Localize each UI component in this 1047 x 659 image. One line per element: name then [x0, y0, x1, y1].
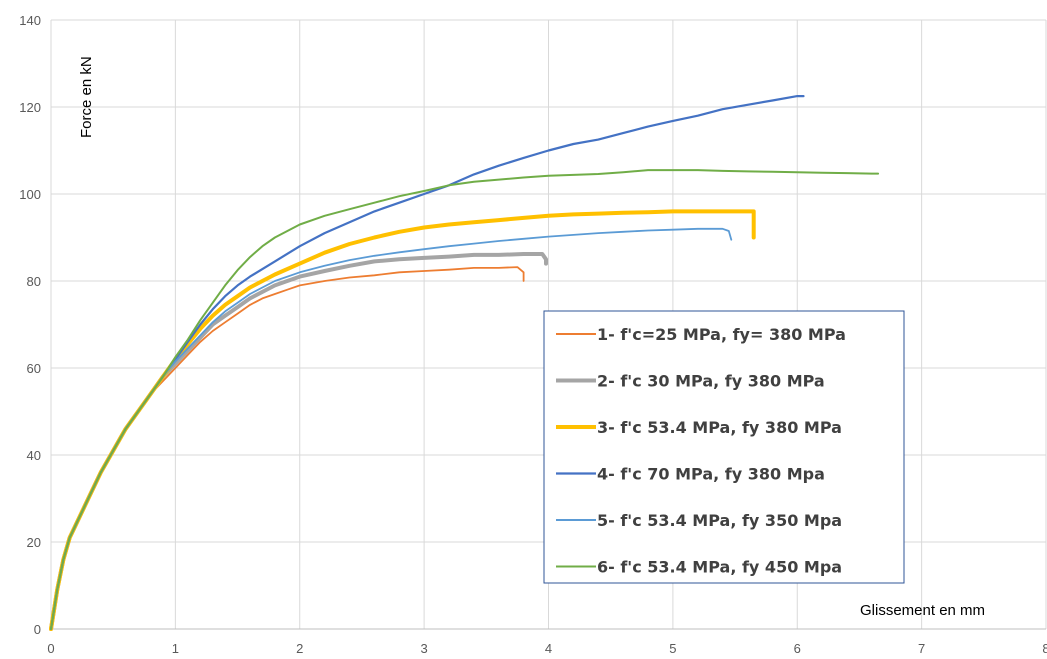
y-tick-label: 20	[27, 535, 41, 550]
tick-labels: 0 20 40 60 80 100 120 140 0 1 2 3 4 5 6 7 8	[19, 13, 1047, 656]
y-tick-label: 80	[27, 274, 41, 289]
x-axis-title: Glissement en mm	[860, 602, 985, 619]
y-tick-label: 60	[27, 361, 41, 376]
y-axis-title: Force en kN	[78, 56, 95, 138]
legend-label-4: 4- f'c 70 MPa, fy 380 Mpa	[597, 465, 825, 484]
y-tick-label: 40	[27, 448, 41, 463]
y-tick-label: 0	[34, 622, 41, 637]
legend-box	[543, 310, 905, 584]
legend-label-3: 3- f'c 53.4 MPa, fy 380 MPa	[597, 418, 842, 437]
x-tick-label: 6	[794, 641, 801, 656]
legend-items: 1- f'c=25 MPa, fy= 380 MPa 2- f'c 30 MPa,…	[556, 325, 846, 577]
series-lines	[49, 94, 880, 631]
series-line-6	[50, 169, 880, 630]
series-line-1	[50, 266, 525, 630]
y-tick-label: 100	[19, 187, 41, 202]
x-tick-label: 3	[421, 641, 428, 656]
x-tick-label: 8	[1042, 641, 1047, 656]
legend-label-5: 5- f'c 53.4 MPa, fy 350 Mpa	[597, 511, 842, 530]
x-tick-label: 7	[918, 641, 925, 656]
legend-label-2: 2- f'c 30 MPa, fy 380 MPa	[597, 372, 825, 391]
x-tick-label: 0	[47, 641, 54, 656]
x-tick-label: 4	[545, 641, 552, 656]
legend: 1- f'c=25 MPa, fy= 380 MPa 2- f'c 30 MPa,…	[543, 310, 905, 584]
legend-label-6: 6- f'c 53.4 MPa, fy 450 Mpa	[597, 558, 842, 577]
legend-label-1: 1- f'c=25 MPa, fy= 380 MPa	[597, 325, 846, 344]
y-tick-label: 140	[19, 13, 41, 28]
x-tick-label: 5	[669, 641, 676, 656]
y-tick-label: 120	[19, 100, 41, 115]
series-line-2	[49, 252, 548, 631]
x-tick-label: 1	[172, 641, 179, 656]
x-tick-label: 2	[296, 641, 303, 656]
